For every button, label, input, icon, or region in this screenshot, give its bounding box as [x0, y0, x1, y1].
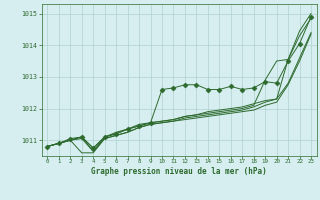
X-axis label: Graphe pression niveau de la mer (hPa): Graphe pression niveau de la mer (hPa)	[91, 167, 267, 176]
